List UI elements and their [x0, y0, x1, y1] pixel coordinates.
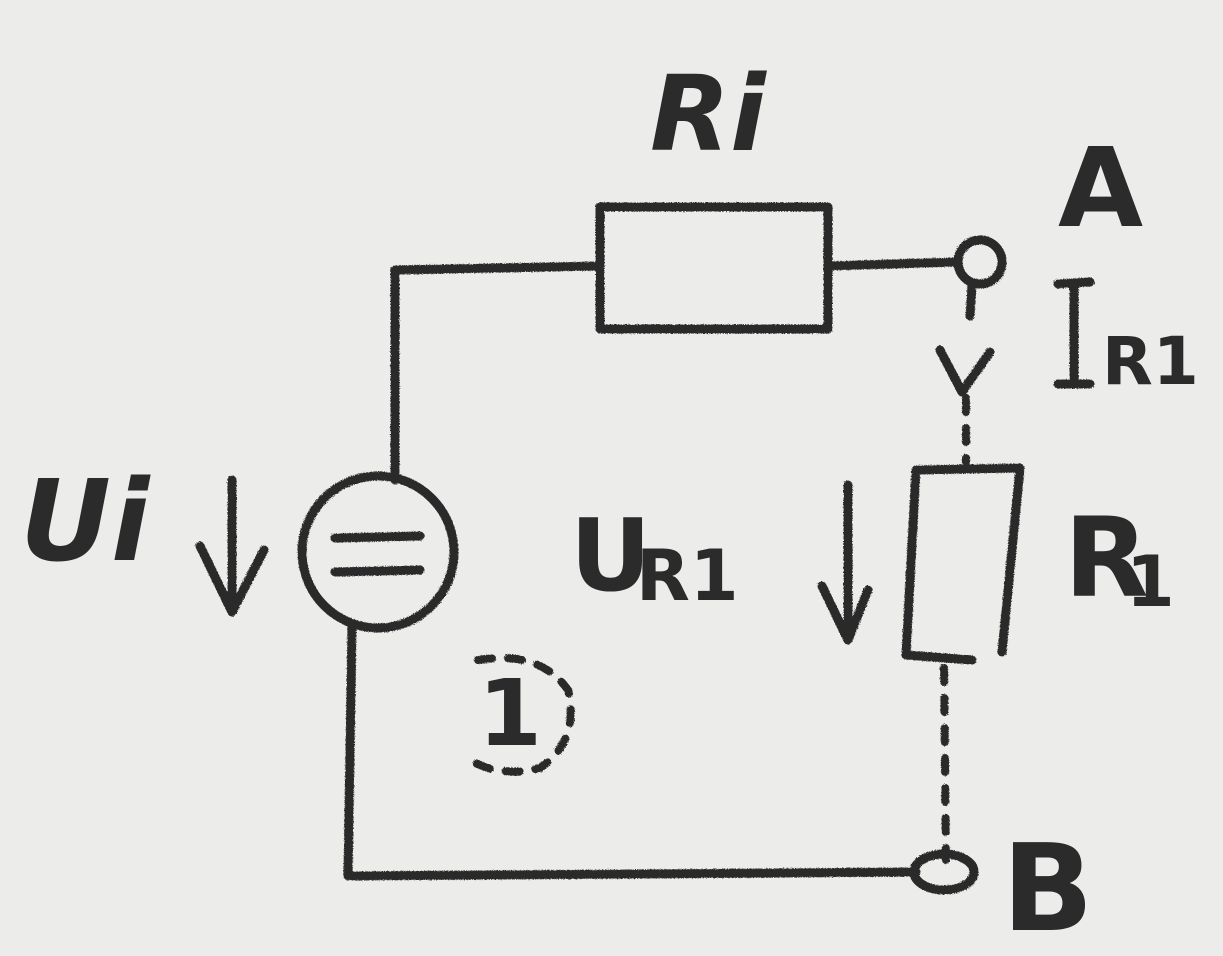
- source-dc-symbol: [330, 531, 425, 577]
- mesh-loop-arc: [466, 654, 575, 776]
- terminal-a: [953, 235, 1007, 289]
- resistor-r1: [901, 463, 1025, 665]
- label-mesh: 1: [478, 660, 542, 767]
- wire-dashed-bottom: [940, 664, 950, 864]
- ur1-arrow-icon: [817, 480, 873, 645]
- wire-ri-a: [823, 257, 963, 271]
- voltage-source-icon: [297, 471, 459, 633]
- wire-top: [390, 261, 605, 275]
- label-ui: Ui: [20, 457, 151, 587]
- wire-bottom-left: [343, 620, 357, 881]
- ui-arrow-icon: [195, 475, 269, 617]
- current-label-bar: [1053, 277, 1095, 389]
- current-arrow-icon: [935, 345, 995, 397]
- wire-a-stub: [965, 279, 977, 321]
- label-node-b: B: [1002, 820, 1093, 956]
- resistor-ri: [595, 202, 833, 334]
- label-ri: Ri: [650, 53, 767, 175]
- label-r1: R: [1064, 494, 1149, 622]
- label-r1-sub: 1: [1126, 541, 1175, 623]
- label-ur1-sub: R1: [636, 535, 739, 617]
- label-ur1: U: [570, 497, 651, 614]
- label-node-a: A: [1058, 124, 1143, 252]
- wire-bottom: [347, 867, 921, 881]
- label-current-sub: R1: [1102, 323, 1199, 400]
